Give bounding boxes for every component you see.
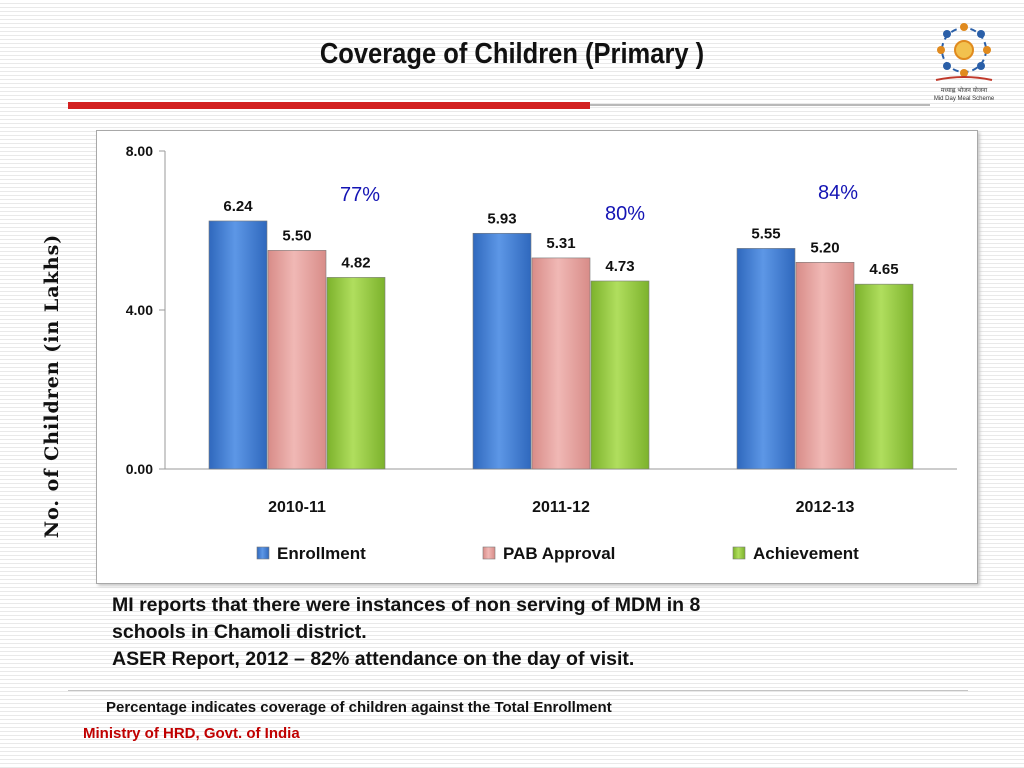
bar-enrollment — [736, 248, 796, 470]
x-tick-label: 2010-11 — [268, 499, 326, 516]
bar-achievement — [590, 280, 650, 470]
data-label: 5.55 — [751, 225, 780, 242]
people-circle-icon — [937, 23, 991, 77]
logo-hindi-text: मध्याह्न भोजन योजना — [941, 86, 988, 94]
legend-swatch — [256, 546, 270, 560]
bar-chart: 0.00 4.00 8.00 6.24 5.50 4.82 2010-11 5.93 5.31 4… — [126, 143, 957, 563]
bar-pab-approval — [267, 250, 327, 470]
data-label: 5.93 — [487, 210, 516, 227]
info-line: MI reports that there were instances of … — [112, 594, 701, 616]
title-underline-red — [68, 102, 590, 109]
info-text: MI reports that there were instances of … — [112, 592, 932, 673]
bar-achievement — [326, 277, 386, 470]
percentage-annotation: 80% — [605, 203, 645, 225]
info-line: schools in Chamoli district. — [112, 621, 367, 643]
data-label: 4.82 — [341, 254, 370, 271]
data-label: 5.50 — [282, 227, 311, 244]
slide-title: Coverage of Children (Primary ) — [319, 38, 705, 70]
x-tick-label: 2012-13 — [796, 499, 855, 516]
footnote: Percentage indicates coverage of childre… — [106, 699, 612, 716]
mdm-logo: मध्याह्न भोजन योजना Mid Day Meal Scheme — [926, 16, 1002, 106]
legend-label: Enrollment — [277, 544, 366, 563]
data-label: 5.20 — [810, 239, 839, 256]
y-tick-label: 8.00 — [126, 143, 153, 159]
chart-container: 0.00 4.00 8.00 6.24 5.50 4.82 2010-11 5.93 5.31 4… — [96, 130, 978, 584]
data-label: 5.31 — [546, 235, 575, 252]
bar-pab-approval — [531, 257, 591, 470]
bar-achievement — [854, 283, 914, 470]
legend-swatch — [732, 546, 746, 560]
bar-enrollment — [208, 220, 268, 470]
legend-label: Achievement — [753, 544, 859, 563]
y-tick-label: 4.00 — [126, 302, 153, 318]
ministry-label: Ministry of HRD, Govt. of India — [83, 725, 300, 742]
bar-pab-approval — [795, 262, 855, 470]
data-label: 4.73 — [605, 258, 634, 275]
logo-caption: Mid Day Meal Scheme — [934, 96, 995, 102]
footer-divider — [68, 690, 968, 691]
data-label: 6.24 — [223, 198, 253, 215]
percentage-annotation: 77% — [340, 184, 380, 206]
percentage-annotation: 84% — [818, 182, 858, 204]
data-label: 4.65 — [869, 261, 898, 278]
y-axis-title: No. of Children (in Lakhs) — [41, 233, 63, 539]
legend-swatch — [482, 546, 496, 560]
legend-label: PAB Approval — [503, 544, 615, 563]
bar-enrollment — [472, 232, 532, 470]
title-underline-grey — [590, 104, 930, 106]
info-line: ASER Report, 2012 – 82% attendance on th… — [112, 648, 635, 670]
x-tick-label: 2011-12 — [532, 499, 590, 516]
y-tick-label: 0.00 — [126, 461, 153, 477]
